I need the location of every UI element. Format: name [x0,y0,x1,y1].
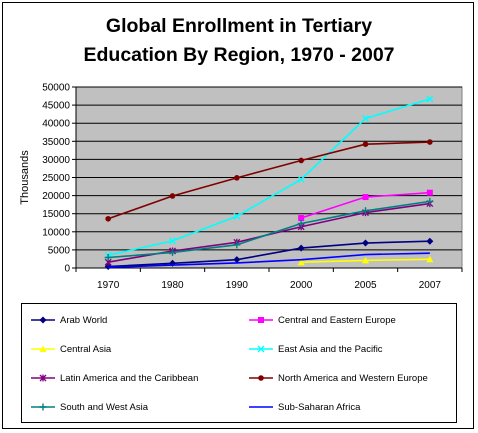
data-point [362,141,369,147]
legend-item: East Asia and the Pacific [248,342,383,356]
chart-title-line-2: Education By Region, 1970 - 2007 [83,44,395,66]
data-point [426,197,434,205]
legend-label: Sub-Saharan Africa [278,401,361,413]
legend-label: Latin America and the Caribbean [60,372,199,384]
data-point [426,189,433,196]
data-point [104,254,112,262]
series-layer [104,95,434,271]
legend-swatch [249,317,273,323]
legend-item: Arab World [30,313,107,327]
y-tick-label: 0 [64,264,70,275]
legend-item: Latin America and the Caribbean [30,371,198,385]
chart-title: Global Enrollment in Tertiary Education … [0,12,478,70]
data-point [39,403,47,411]
gridlines [76,86,462,251]
series-central-and-eastern-europe [298,189,433,222]
series-line [108,252,430,269]
chart-title-line-1: Global Enrollment in Tertiary [105,15,373,37]
data-point [426,237,434,245]
series-north-america-and-western-europe [105,139,433,222]
data-point [234,175,240,181]
legend-item: Sub-Saharan Africa [248,400,360,414]
data-point [362,207,369,215]
data-point [257,345,265,353]
x-tick-label: 1980 [161,280,184,291]
data-point [39,345,47,352]
data-point [169,237,176,245]
series-central-asia [297,255,434,266]
series-sub-saharan-africa [108,252,430,269]
legend-label: Arab World [60,314,108,326]
y-tick-label: 50000 [42,83,70,94]
y-axis-ticks: 0 5000 10000 15000 20000 25000 30000 35000 40000… [42,83,77,275]
legend-label: South and West Asia [60,401,149,413]
x-tick-label: 1990 [226,280,249,291]
y-axis-label: Thousands [19,150,31,205]
data-point [362,194,369,201]
y-tick-label: 25000 [42,173,70,184]
legend-item: Central Asia [30,342,111,356]
legend-label: North America and Western Europe [278,372,428,384]
legend-item: North America and Western Europe [248,371,428,385]
series-line [107,141,430,220]
x-tick-label: 2005 [354,280,377,291]
data-point [426,255,434,263]
series-line [108,200,430,259]
y-tick-label: 35000 [42,137,70,148]
y-tick-label: 10000 [42,227,70,238]
data-point [169,248,176,256]
data-point [39,316,47,324]
data-point [362,114,369,122]
legend-swatch [249,345,273,353]
legend: Arab World Central and Eastern Europe Cent… [21,303,457,423]
legend-swatch [31,316,55,324]
y-tick-label: 30000 [42,155,70,166]
x-tick-label: 2007 [419,280,442,291]
legend-label: Central and Eastern Europe [278,314,396,326]
legend-item: Central and Eastern Europe [248,313,396,327]
y-tick-label: 20000 [42,191,70,202]
legend-swatch [249,375,273,381]
series-line [108,240,430,268]
x-tick-label: 2000 [290,280,313,291]
data-point [298,215,305,222]
data-point [427,139,433,145]
data-point [297,219,305,227]
legend-item: South and West Asia [30,400,148,414]
data-point [297,244,305,252]
legend-label: Central Asia [60,343,112,355]
data-point [297,175,305,183]
y-tick-label: 15000 [42,209,70,220]
data-point [298,157,304,164]
x-tick-label: 1970 [97,280,120,291]
data-point [362,256,369,264]
data-point [297,258,305,266]
data-point [105,215,111,222]
data-point [258,375,264,381]
data-point [426,95,434,103]
line-chart: 0 5000 10000 15000 20000 25000 30000 35000 40000… [19,83,463,291]
y-tick-label: 45000 [42,101,70,112]
y-tick-label: 40000 [42,119,70,130]
legend-swatch [31,374,55,382]
legend-swatch [31,403,55,411]
x-axis-ticks: 1970 1980 1990 2000 2005 2007 [75,267,463,291]
legend-swatch [249,406,273,408]
data-point [233,212,241,220]
legend-label: East Asia and the Pacific [278,343,383,355]
data-point [39,374,47,382]
data-point [258,317,264,323]
y-tick-label: 5000 [48,245,71,256]
data-point [233,241,241,249]
data-point [233,256,241,264]
legend-swatch [31,345,55,352]
series-south-and-west-asia [104,197,434,262]
data-point [362,239,369,247]
data-point [169,193,176,199]
series-line [107,98,431,257]
